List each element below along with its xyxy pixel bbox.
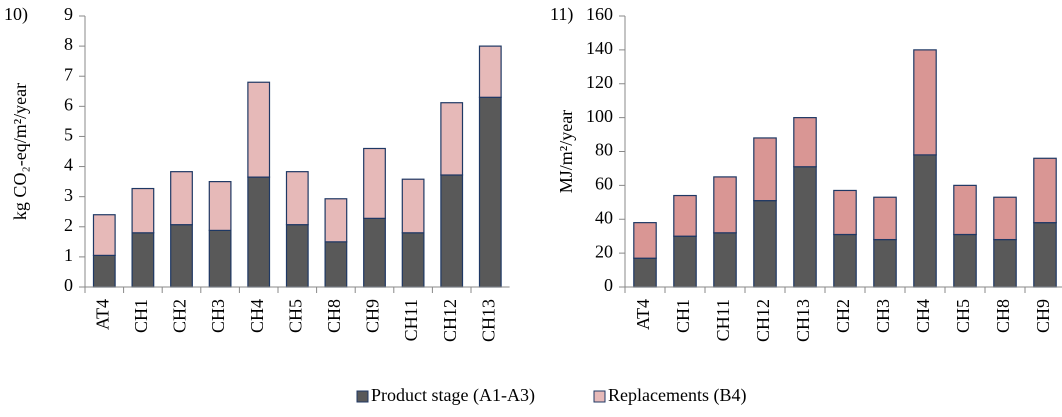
bar-segment [440, 102, 464, 176]
x-tick-label: CH5 [285, 299, 305, 333]
bar-segment [633, 257, 657, 288]
bar-segment [247, 176, 271, 288]
y-tick-label: 40 [595, 207, 613, 227]
bar-segment [993, 238, 1017, 288]
y-tick-label: 5 [64, 125, 73, 145]
panel-label: 10) [4, 4, 28, 25]
x-tick-label: CH11 [713, 299, 733, 341]
y-axis-label: kg CO₂-eq/m²/year [10, 83, 30, 220]
bar-segment [208, 181, 232, 231]
x-tick-label: CH3 [208, 299, 228, 333]
bar-segment [753, 200, 777, 288]
bar-segment [953, 233, 977, 288]
y-tick-label: 8 [64, 34, 73, 54]
x-tick-label: CH2 [833, 299, 853, 333]
bar-segment [873, 196, 897, 241]
x-tick-label: CH9 [363, 299, 383, 333]
bar-segment [363, 217, 386, 288]
bar-segment [285, 171, 309, 226]
bar-segment [713, 176, 737, 234]
bar-segment [913, 154, 937, 288]
bar-segment [401, 178, 425, 234]
bar-segment [1033, 222, 1057, 288]
x-tick-label: CH9 [1033, 299, 1053, 333]
y-tick-label: 3 [64, 185, 73, 205]
legend-label: Replacements (B4) [608, 385, 746, 406]
x-tick-label: CH4 [913, 299, 933, 333]
y-tick-label: 6 [64, 94, 73, 114]
legend-swatch [593, 390, 606, 403]
bar-segment [440, 174, 464, 288]
bar-segment [478, 96, 502, 288]
legend-label: Product stage (A1-A3) [371, 385, 535, 406]
bar-segment [170, 224, 193, 288]
y-tick-label: 1 [64, 245, 73, 265]
bar-segment [913, 49, 937, 156]
y-tick-label: 60 [595, 174, 613, 194]
bar-segment [401, 232, 425, 288]
bar-segment [833, 189, 857, 236]
x-tick-label: CH11 [401, 299, 421, 341]
x-tick-label: CH5 [953, 299, 973, 333]
bar-segment [131, 187, 155, 234]
y-tick-label: 100 [586, 106, 613, 126]
x-tick-label: CH13 [793, 299, 813, 342]
y-tick-label: 140 [586, 38, 613, 58]
y-tick-label: 7 [64, 64, 73, 84]
x-tick-label: AT4 [633, 299, 653, 330]
y-tick-label: 20 [595, 241, 613, 261]
y-axis-label: MJ/m²/year [556, 110, 576, 193]
bar-segment [131, 232, 155, 288]
bar-segment [833, 233, 857, 288]
bar-segment [753, 137, 777, 202]
x-tick-label: CH8 [993, 299, 1013, 333]
bar-segment [247, 81, 271, 178]
bar-segment [993, 196, 1017, 241]
bar-segment [285, 224, 309, 288]
bar-segment [1033, 157, 1057, 224]
bar-segment [673, 235, 697, 288]
bar-segment [324, 241, 348, 288]
bar-segment [92, 254, 116, 288]
bar-segment [478, 45, 502, 98]
x-tick-label: AT4 [92, 299, 112, 330]
y-tick-label: 80 [595, 140, 613, 160]
bar-segment [363, 147, 386, 219]
y-tick-label: 0 [604, 275, 613, 295]
x-tick-label: CH1 [131, 299, 151, 333]
y-tick-label: 9 [64, 4, 73, 24]
bar-segment [953, 184, 977, 236]
y-tick-label: 120 [586, 72, 613, 92]
bar-segment [673, 194, 697, 237]
y-tick-label: 0 [64, 275, 73, 295]
bar-segment [793, 166, 817, 288]
x-tick-label: CH12 [753, 299, 773, 342]
x-tick-label: CH13 [478, 299, 498, 342]
bar-segment [170, 171, 193, 226]
bar-segment [873, 238, 897, 288]
panel-label: 11) [550, 4, 573, 25]
x-tick-label: CH12 [440, 299, 460, 342]
legend-swatch [356, 390, 369, 403]
x-tick-label: CH4 [247, 299, 267, 333]
x-tick-label: CH8 [324, 299, 344, 333]
bar-segment [633, 222, 657, 259]
y-tick-label: 4 [64, 155, 73, 175]
x-tick-label: CH1 [673, 299, 693, 333]
x-tick-label: CH2 [170, 299, 190, 333]
bar-segment [713, 232, 737, 288]
y-tick-label: 2 [64, 215, 73, 235]
x-tick-label: CH3 [873, 299, 893, 333]
y-tick-label: 160 [586, 4, 613, 24]
bar-segment [92, 214, 116, 256]
bar-segment [208, 229, 232, 288]
bar-segment [793, 117, 817, 168]
bar-segment [324, 198, 348, 243]
